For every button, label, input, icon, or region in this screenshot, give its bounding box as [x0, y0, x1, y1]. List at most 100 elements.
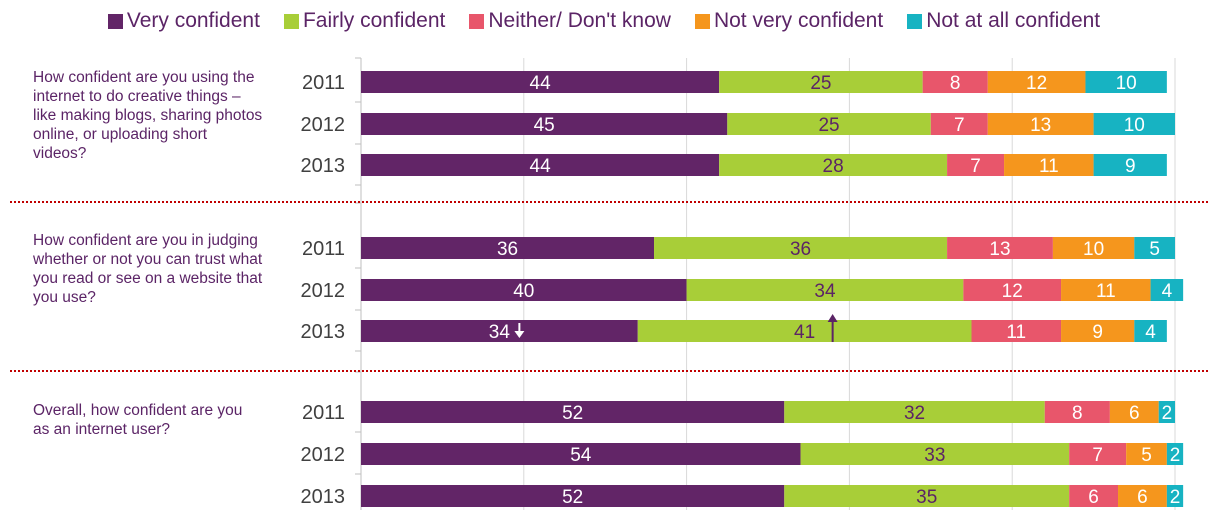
bar-segment	[361, 113, 728, 135]
bar-segment	[1150, 279, 1184, 301]
data-label: 13	[1030, 115, 1051, 136]
legend-label: Fairly confident	[302, 9, 446, 32]
bar-segment	[719, 71, 923, 93]
bar-segment	[1052, 237, 1135, 259]
legend-item: Not at all confident	[907, 6, 1100, 36]
bar-segment	[971, 320, 1062, 342]
data-label: 8	[950, 73, 961, 94]
bar-segment	[727, 113, 931, 135]
bar-segment	[686, 279, 964, 301]
bar-segment	[1085, 71, 1167, 93]
bar-segment	[947, 154, 1005, 176]
data-label: 36	[790, 239, 811, 260]
data-label: 7	[970, 156, 981, 177]
data-label: 40	[513, 281, 534, 302]
legend-label: Not at all confident	[926, 9, 1101, 32]
chart-legend: Very confident Fairly confident Neither/ D…	[0, 6, 1208, 36]
bar-segment	[800, 443, 1070, 465]
up-arrow-icon	[827, 314, 838, 322]
data-label: 9	[1092, 322, 1103, 343]
data-label: 11	[1006, 322, 1026, 343]
data-label: 54	[570, 445, 592, 466]
data-label: 6	[1137, 487, 1148, 508]
bar-segment	[1166, 485, 1184, 507]
data-label: 5	[1141, 445, 1152, 466]
bar-segment	[361, 443, 801, 465]
data-label: 10	[1124, 115, 1145, 136]
data-label: 12	[1026, 73, 1047, 94]
down-arrow-icon	[514, 331, 525, 338]
data-label: 4	[1145, 322, 1156, 343]
data-label: 52	[562, 487, 583, 508]
data-label: 10	[1083, 239, 1104, 260]
year-label: 2011	[302, 402, 345, 424]
bar-segment	[1069, 485, 1119, 507]
data-label: 25	[818, 115, 839, 136]
bar-segment	[361, 71, 720, 93]
legend-label: Not very confident	[713, 9, 884, 32]
bar-segment	[361, 279, 687, 301]
data-label: 28	[823, 156, 844, 177]
data-label: 32	[904, 403, 925, 424]
bar-segment	[1109, 401, 1159, 423]
data-label: 44	[530, 73, 552, 94]
data-label: 33	[924, 445, 945, 466]
legend-item: Neither/ Don't know	[469, 6, 671, 36]
year-label: 2011	[302, 238, 345, 260]
data-label: 11	[1096, 281, 1116, 302]
data-label: 6	[1129, 403, 1140, 424]
year-label: 2012	[301, 114, 346, 136]
data-label: 13	[989, 239, 1010, 260]
bar-segment	[1069, 443, 1127, 465]
year-label: 2013	[301, 155, 346, 177]
data-label: 36	[497, 239, 518, 260]
legend-swatch	[469, 13, 485, 29]
bar-segment	[1118, 485, 1167, 507]
bar-segment	[1134, 237, 1175, 259]
bar-segment	[922, 71, 988, 93]
bar-segment	[1004, 154, 1094, 176]
bar-segment	[930, 113, 988, 135]
data-label: 10	[1116, 73, 1137, 94]
question-overall: Overall, how confident are you as an int…	[33, 402, 243, 438]
year-label: 2012	[301, 280, 346, 302]
bar-segment	[1126, 443, 1167, 465]
year-label: 2013	[301, 486, 346, 508]
data-label: 45	[534, 115, 555, 136]
legend-item: Very confident	[107, 6, 260, 36]
data-label: 12	[1002, 281, 1023, 302]
data-label: 2	[1162, 403, 1173, 424]
data-label: 2	[1170, 445, 1181, 466]
data-label: 11	[1039, 156, 1059, 177]
bar-segment	[1134, 320, 1167, 342]
bar-segment	[963, 279, 1062, 301]
data-label: 5	[1149, 239, 1160, 260]
question-trust: How confident are you in judging whether…	[33, 232, 263, 306]
legend-swatch	[283, 13, 299, 29]
bar-segment	[1093, 154, 1167, 176]
data-label: 41	[794, 322, 815, 343]
year-label: 2013	[301, 321, 346, 343]
legend-swatch	[907, 13, 923, 29]
bar-segment	[1044, 401, 1110, 423]
legend-label: Very confident	[126, 9, 260, 32]
bar-segment	[637, 320, 972, 342]
data-label: 7	[1092, 445, 1103, 466]
year-label: 2012	[301, 444, 346, 466]
data-label: 7	[954, 115, 965, 136]
bar-segment	[361, 154, 720, 176]
bar-segment	[361, 320, 638, 342]
bar-segment	[1166, 443, 1184, 465]
bar-segment	[784, 485, 1070, 507]
data-label: 52	[562, 403, 583, 424]
year-label: 2011	[302, 72, 345, 94]
legend-label: Neither/ Don't know	[488, 9, 671, 32]
data-label: 8	[1072, 403, 1083, 424]
bar-segment	[987, 113, 1094, 135]
data-label: 4	[1162, 281, 1173, 302]
bar-segment	[987, 71, 1086, 93]
bar-segment	[947, 237, 1053, 259]
bar-segment	[1061, 279, 1151, 301]
data-label: 25	[810, 73, 831, 94]
